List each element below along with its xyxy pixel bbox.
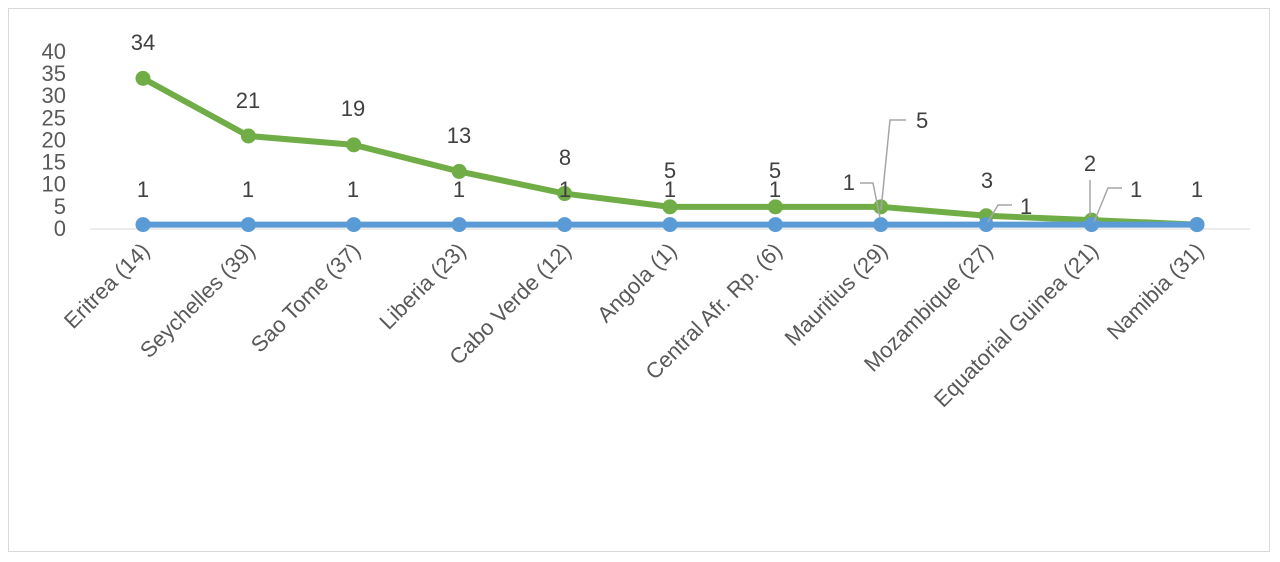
y-tick-label: 30: [42, 83, 66, 108]
y-tick-label: 0: [54, 216, 66, 241]
y-tick-label: 10: [42, 172, 66, 197]
data-label-series-2: 1: [1020, 194, 1032, 219]
data-point: [978, 217, 994, 233]
data-label-series-1: 3: [981, 168, 993, 193]
data-point: [767, 199, 783, 215]
data-label-series-2: 1: [664, 177, 676, 202]
data-point: [1189, 217, 1205, 233]
y-tick-label: 20: [42, 127, 66, 152]
x-category-label: Sao Tome (37): [246, 238, 365, 357]
leader-line: [880, 119, 906, 211]
data-point: [240, 128, 256, 144]
data-label-series-1: 21: [236, 88, 260, 113]
data-label-series-1: 5: [664, 158, 676, 183]
data-point: [767, 217, 783, 233]
data-label-series-2: 1: [137, 177, 149, 202]
x-category-label: Eritrea (14): [59, 238, 154, 333]
data-label-series-2: 1: [559, 177, 571, 202]
data-label-series-2: 1: [843, 170, 855, 195]
data-label-series-2: 1: [769, 177, 781, 202]
data-label-series-1: 19: [341, 96, 365, 121]
data-point: [451, 163, 467, 179]
data-point: [240, 217, 256, 233]
data-point: [346, 137, 362, 153]
data-point: [1084, 217, 1100, 233]
data-point: [662, 217, 678, 233]
chart-area: [8, 8, 1270, 552]
y-tick-label: 15: [42, 150, 66, 175]
leader-line: [987, 204, 1012, 223]
data-label-series-1: 5: [769, 158, 781, 183]
data-label-series-2: 1: [347, 177, 359, 202]
data-label-series-1: 34: [131, 30, 155, 55]
data-label-series-2: 1: [242, 177, 254, 202]
y-tick-label: 35: [42, 61, 66, 86]
data-point: [662, 199, 678, 215]
data-label-series-2: 1: [1130, 177, 1142, 202]
data-label-series-1: 8: [559, 145, 571, 170]
data-point: [451, 217, 467, 233]
y-tick-label: 5: [54, 194, 66, 219]
data-label-series-1: 2: [1084, 151, 1096, 176]
data-label-series-1: 13: [447, 123, 471, 148]
data-point: [346, 217, 362, 233]
data-point: [557, 217, 573, 233]
data-point: [873, 217, 889, 233]
x-category-label: Angola (1): [592, 238, 681, 327]
data-label-series-2: 1: [453, 177, 465, 202]
leader-line: [1093, 187, 1122, 223]
leader-line: [860, 182, 881, 219]
data-point: [135, 217, 151, 233]
x-category-label: Mauritius (29): [780, 238, 893, 351]
data-point: [557, 186, 573, 202]
x-category-label: Seychelles (39): [135, 238, 260, 363]
data-label-series-2: 1: [1191, 177, 1203, 202]
x-category-label: Liberia (23): [374, 238, 470, 334]
data-label-series-1: 5: [916, 108, 928, 133]
x-category-label: Namibia (31): [1102, 238, 1209, 345]
y-tick-label: 25: [42, 105, 66, 130]
y-tick-label: 40: [42, 39, 66, 64]
data-point: [135, 70, 151, 86]
